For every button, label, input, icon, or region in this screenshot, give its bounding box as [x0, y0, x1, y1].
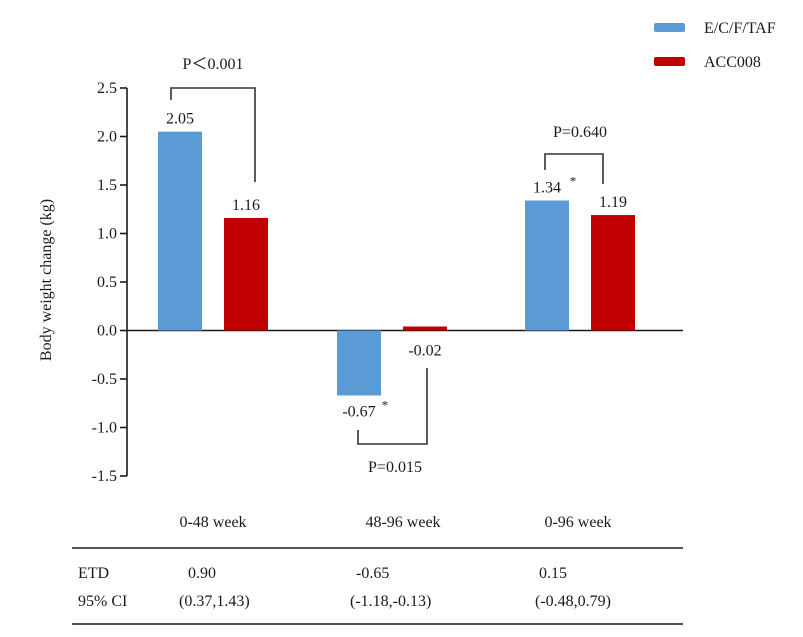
y-tick-label: -0.5 [92, 371, 117, 388]
p-value-0-96: P=0.640 [553, 124, 607, 141]
y-tick-label: -1.5 [92, 468, 117, 485]
y-tick-label: -1.0 [92, 420, 117, 437]
value-label: -0.67 [342, 403, 375, 420]
legend-label-ecftaf: E/C/F/TAF [704, 20, 776, 37]
table-cell-ci-0-96: (-0.48,0.79) [535, 593, 611, 610]
category-label-0-96: 0-96 week [544, 514, 611, 531]
table-row-label-ci: 95% CI [78, 593, 127, 610]
table-cell-etd-48-96: -0.65 [356, 565, 389, 582]
y-axis-title: Body weight change (kg) [38, 199, 55, 361]
significance-star: * [382, 397, 389, 412]
value-label: -0.02 [408, 343, 441, 360]
table-cell-etd-0-48: 0.90 [188, 565, 216, 582]
bar-e-c-f-taf-0 [158, 131, 202, 331]
table-cell-ci-0-48: (0.37,1.43) [179, 593, 250, 610]
bar-e-c-f-taf-2 [525, 200, 569, 331]
legend-label-acc008: ACC008 [704, 54, 761, 71]
y-tick-label: 1.0 [97, 226, 117, 243]
bracket-48-96 [357, 368, 428, 445]
value-label: 1.19 [599, 194, 627, 211]
y-tick-label: 2.5 [97, 80, 117, 97]
category-label-48-96: 48-96 week [365, 514, 440, 531]
legend-swatch-ecftaf [654, 23, 685, 32]
y-tick-label: 0.5 [97, 274, 117, 291]
legend: E/C/F/TAF ACC008 [654, 20, 776, 71]
bracket-0-96 [544, 153, 604, 184]
bar-e-c-f-taf-1 [337, 330, 381, 396]
bar-acc008-2 [591, 215, 635, 331]
y-axis: 2.5 2.0 1.5 1.0 0.5 0.0 -0.5 -1.0 -1.5 [92, 80, 128, 485]
p-value-48-96: P=0.015 [368, 459, 422, 476]
y-tick-label: 2.0 [97, 129, 117, 146]
legend-swatch-acc008 [654, 57, 685, 66]
value-label: 1.16 [232, 197, 260, 214]
value-label: 2.05 [166, 111, 194, 128]
table-row-label-etd: ETD [78, 565, 109, 582]
value-labels-group: 2.05 1.16 -0.67 * -0.02 1.34 * 1.19 [166, 111, 627, 421]
bar-acc008-1 [403, 326, 447, 331]
significance-star: * [570, 174, 577, 189]
category-label-0-48: 0-48 week [179, 514, 246, 531]
bracket-0-48 [170, 87, 256, 182]
table-cell-ci-48-96: (-1.18,-0.13) [350, 593, 431, 610]
p-value-0-48: P＜0.001 [183, 56, 244, 73]
bars-group [158, 131, 635, 396]
value-label: 1.34 [533, 180, 561, 197]
table-cell-etd-0-96: 0.15 [539, 565, 567, 582]
y-tick-label: 0.0 [97, 323, 117, 340]
y-tick-label: 1.5 [97, 177, 117, 194]
bar-acc008-0 [224, 217, 268, 331]
comparison-brackets-group: P＜0.001 P=0.015 P=0.640 [170, 56, 607, 476]
